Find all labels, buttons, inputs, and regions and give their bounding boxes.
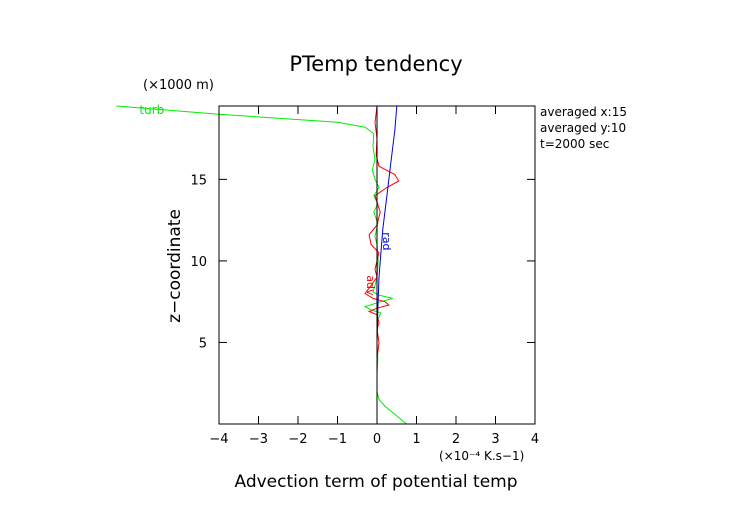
- y-unit-label: (×1000 m): [143, 78, 214, 93]
- y-tick-label: 15: [190, 173, 207, 188]
- annotation-averaged-y: averaged y:10: [540, 121, 626, 135]
- series-label-turb: turb: [139, 103, 164, 117]
- x-tick-label: −4: [209, 432, 228, 447]
- x-tick-label: −2: [288, 432, 307, 447]
- x-ticks: −4 −3 −2 −1 0 1 2 3 4: [209, 106, 539, 447]
- x-tick-label: 3: [491, 432, 499, 447]
- x-tick-label: 4: [531, 432, 539, 447]
- y-tick-label: 5: [199, 336, 207, 351]
- annotation-averaged-x: averaged x:15: [540, 105, 627, 119]
- x-unit-label: (×10⁻⁴ K.s−1): [439, 449, 524, 463]
- inline-labels: turb adv rad: [139, 103, 393, 296]
- series-label-adv: adv: [364, 275, 377, 296]
- chart-title: PTemp tendency: [289, 52, 462, 76]
- annotation-time: t=2000 sec: [540, 137, 609, 151]
- y-axis-label: z−coordinate: [165, 209, 185, 323]
- y-tick-label: 10: [190, 255, 207, 270]
- x-tick-label: 0: [373, 432, 381, 447]
- series-label-rad: rad: [380, 232, 393, 250]
- x-tick-label: 1: [412, 432, 420, 447]
- x-tick-label: −3: [249, 432, 268, 447]
- x-axis-label: Advection term of potential temp: [234, 472, 517, 492]
- series-line-rad: [376, 105, 398, 424]
- series-line-turb: [116, 105, 407, 425]
- x-tick-label: 2: [452, 432, 460, 447]
- y-ticks: 5 10 15: [190, 173, 535, 351]
- x-tick-label: −1: [328, 432, 347, 447]
- series-layer: [116, 105, 407, 425]
- series-line-adv: [364, 105, 400, 424]
